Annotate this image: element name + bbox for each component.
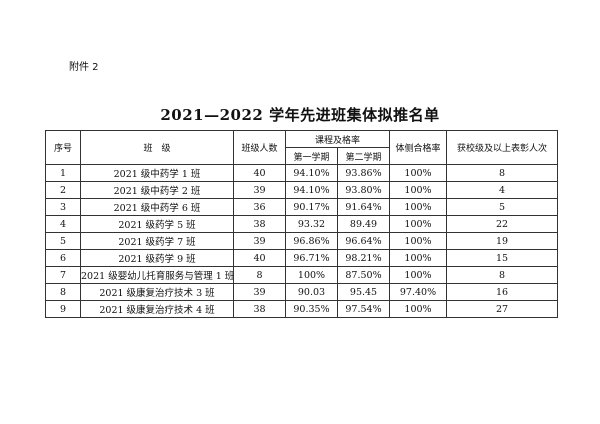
cell-count: 8 (233, 266, 286, 284)
cell-term2: 97.54% (336, 300, 391, 318)
cell-term1: 90.35% (285, 300, 338, 318)
cell-class: 2021 级婴幼儿托育服务与管理 1 班 (80, 266, 234, 284)
cell-pe-rate: 97.40% (389, 283, 448, 301)
cell-awards: 19 (446, 232, 559, 250)
cell-term2: 87.50% (336, 266, 391, 284)
cell-count: 39 (233, 181, 286, 199)
cell-pe-rate: 100% (389, 164, 448, 182)
cell-term1: 90.17% (285, 198, 338, 216)
cell-term1: 94.10% (285, 164, 338, 182)
cell-pe-rate: 100% (389, 249, 448, 267)
table-row: 3 2021 级中药学 6 班 36 90.17% 91.64% 100% 5 (45, 198, 559, 216)
cell-class: 2021 级药学 9 班 (80, 249, 234, 267)
document-title: 2021—2022 学年先进班集体拟推名单 (160, 106, 440, 124)
cell-pe-rate: 100% (389, 198, 448, 216)
table-row: 5 2021 级药学 7 班 39 96.86% 96.64% 100% 19 (45, 232, 559, 250)
cell-pe-rate: 100% (389, 266, 448, 284)
cell-pe-rate: 100% (389, 232, 448, 250)
cell-pe-rate: 100% (389, 300, 448, 318)
cell-index: 7 (45, 266, 81, 284)
cell-count: 36 (233, 198, 286, 216)
cell-class: 2021 级中药学 6 班 (80, 198, 234, 216)
cell-index: 6 (45, 249, 81, 267)
cell-index: 8 (45, 283, 81, 301)
cell-index: 5 (45, 232, 81, 250)
cell-term1: 93.32 (285, 215, 338, 233)
header-index: 序号 (45, 130, 81, 165)
header-pass-rate: 课程及格率 (284, 130, 391, 148)
cell-index: 4 (45, 215, 81, 233)
cell-class: 2021 级康复治疗技术 4 班 (80, 300, 234, 318)
cell-term2: 96.64% (336, 232, 391, 250)
table-row: 1 2021 级中药学 1 班 40 94.10% 93.86% 100% 8 (45, 164, 559, 182)
table-body: 1 2021 级中药学 1 班 40 94.10% 93.86% 100% 8 2 2021 级… (45, 164, 559, 318)
table-row: 2 2021 级中药学 2 班 39 94.10% 93.80% 100% 4 (45, 181, 559, 199)
cell-awards: 22 (446, 215, 559, 233)
table-row: 7 2021 级婴幼儿托育服务与管理 1 班 8 100% 87.50% 100% 8 (45, 266, 559, 284)
cell-term2: 93.80% (336, 181, 391, 199)
cell-term2: 89.49 (336, 215, 391, 233)
cell-class: 2021 级药学 7 班 (80, 232, 234, 250)
cell-count: 40 (233, 249, 286, 267)
cell-pe-rate: 100% (389, 215, 448, 233)
cell-count: 38 (233, 215, 286, 233)
header-term2: 第二学期 (336, 147, 391, 165)
cell-term1: 96.71% (285, 249, 338, 267)
cell-term2: 93.86% (336, 164, 391, 182)
cell-index: 2 (45, 181, 81, 199)
cell-index: 1 (45, 164, 81, 182)
table-row: 9 2021 级康复治疗技术 4 班 38 90.35% 97.54% 100% 27 (45, 300, 559, 318)
table-row: 8 2021 级康复治疗技术 3 班 39 90.03 95.45 97.40% 16 (45, 283, 559, 301)
header-pe-rate: 体侧合格率 (389, 130, 448, 165)
cell-term1: 94.10% (285, 181, 338, 199)
cell-awards: 16 (446, 283, 559, 301)
cell-class: 2021 级中药学 2 班 (80, 181, 234, 199)
cell-pe-rate: 100% (389, 181, 448, 199)
cell-awards: 27 (446, 300, 559, 318)
cell-term1: 96.86% (285, 232, 338, 250)
cell-class: 2021 级中药学 1 班 (80, 164, 234, 182)
header-count: 班级人数 (233, 130, 286, 165)
cell-term2: 91.64% (336, 198, 391, 216)
cell-count: 38 (233, 300, 286, 318)
cell-index: 3 (45, 198, 81, 216)
cell-term1: 90.03 (285, 283, 338, 301)
cell-awards: 4 (446, 181, 559, 199)
cell-awards: 5 (446, 198, 559, 216)
cell-count: 39 (233, 283, 286, 301)
cell-awards: 8 (446, 266, 559, 284)
cell-term2: 95.45 (336, 283, 391, 301)
table-row: 4 2021 级药学 5 班 38 93.32 89.49 100% 22 (45, 215, 559, 233)
cell-index: 9 (45, 300, 81, 318)
attachment-label: 附件 2 (69, 62, 99, 73)
cell-class: 2021 级康复治疗技术 3 班 (80, 283, 234, 301)
cell-awards: 15 (446, 249, 559, 267)
cell-count: 39 (233, 232, 286, 250)
table-row: 6 2021 级药学 9 班 40 96.71% 98.21% 100% 15 (45, 249, 559, 267)
header-class: 班 级 (80, 130, 234, 165)
cell-count: 40 (233, 164, 286, 182)
cell-awards: 8 (446, 164, 559, 182)
header-term1: 第一学期 (285, 147, 338, 165)
cell-term1: 100% (285, 266, 338, 284)
cell-term2: 98.21% (336, 249, 391, 267)
header-awards: 获校级及以上表彰人次 (446, 130, 559, 165)
class-list-table: 序号 班 级 班级人数 课程及格率 体侧合格率 获校级及以上表彰人次 第一学期 … (45, 130, 559, 318)
cell-class: 2021 级药学 5 班 (80, 215, 234, 233)
